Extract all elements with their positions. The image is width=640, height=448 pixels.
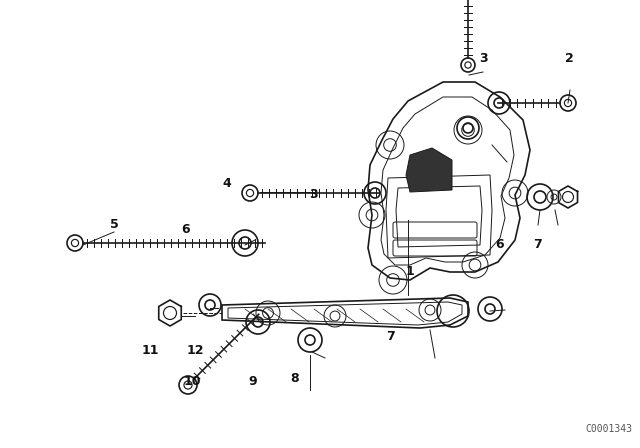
Text: C0001343: C0001343: [585, 424, 632, 434]
Text: 1: 1: [405, 264, 414, 278]
Text: 8: 8: [290, 372, 299, 385]
Text: 3: 3: [309, 188, 318, 202]
Text: 2: 2: [565, 52, 574, 65]
Text: 4: 4: [223, 177, 232, 190]
Text: 7: 7: [386, 330, 395, 344]
Text: 7: 7: [533, 237, 542, 251]
Text: 6: 6: [495, 237, 504, 251]
Text: 5: 5: [109, 217, 118, 231]
Text: 9: 9: [248, 375, 257, 388]
Text: 6: 6: [181, 223, 190, 236]
Text: 3: 3: [479, 52, 488, 65]
Text: 10: 10: [183, 375, 201, 388]
Text: 11: 11: [141, 344, 159, 357]
Text: 12: 12: [186, 344, 204, 357]
Polygon shape: [406, 148, 452, 192]
